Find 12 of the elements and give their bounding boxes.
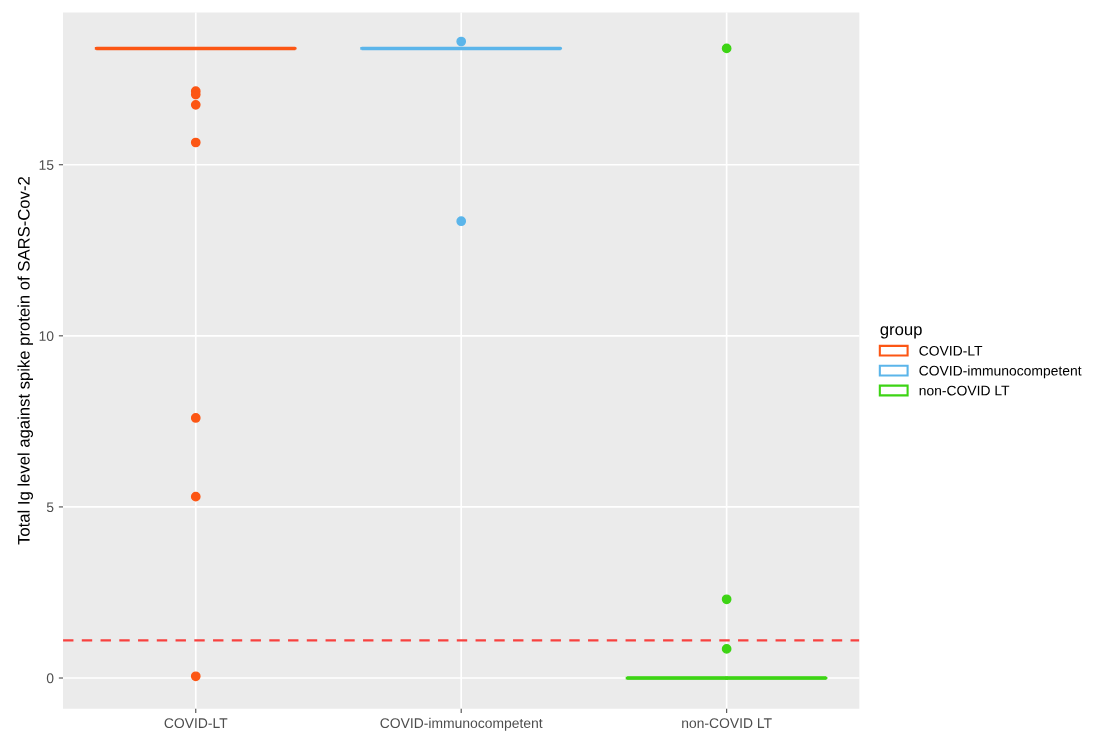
y-tick-label: 15 xyxy=(39,160,54,170)
y-tick-label: 10 xyxy=(39,331,54,341)
y-axis-title: Total Ig level against spike protein of SARS-Cov-2 xyxy=(17,177,34,545)
legend-label: non-COVID LT xyxy=(919,385,1010,396)
legend-label: COVID-immunocompetent xyxy=(919,365,1082,379)
legend-label: COVID-LT xyxy=(919,345,983,356)
x-tick-label: COVID-LT xyxy=(164,718,228,729)
x-tick-label: COVID-immunocompetent xyxy=(380,717,543,731)
y-tick-label: 0 xyxy=(46,673,54,684)
x-tick-label: non-COVID LT xyxy=(682,718,772,729)
y-tick-label: 5 xyxy=(46,502,54,513)
legend-title: group xyxy=(880,326,922,339)
